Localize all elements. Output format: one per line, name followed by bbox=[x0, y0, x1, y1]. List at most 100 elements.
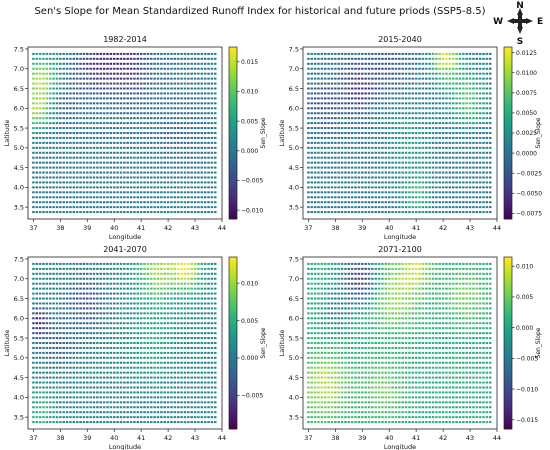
data-point bbox=[214, 391, 217, 394]
data-point bbox=[187, 327, 190, 330]
data-point bbox=[183, 102, 187, 105]
data-point bbox=[431, 62, 435, 65]
data-point bbox=[472, 62, 475, 65]
data-point bbox=[133, 166, 136, 169]
data-point bbox=[361, 201, 364, 204]
data-point bbox=[371, 206, 374, 209]
data-point bbox=[183, 122, 187, 125]
data-point bbox=[48, 132, 52, 134]
data-point bbox=[344, 136, 347, 139]
data-point bbox=[327, 156, 330, 159]
data-point bbox=[364, 186, 367, 189]
data-point bbox=[99, 191, 102, 194]
data-point bbox=[102, 52, 106, 55]
data-point bbox=[414, 141, 418, 144]
data-point bbox=[89, 342, 92, 344]
data-point bbox=[62, 161, 65, 164]
data-point bbox=[133, 391, 136, 394]
data-point bbox=[102, 366, 106, 369]
data-point bbox=[112, 62, 116, 65]
data-point bbox=[384, 92, 388, 95]
data-point bbox=[82, 361, 86, 364]
data-point bbox=[96, 201, 99, 204]
data-point bbox=[89, 72, 92, 75]
data-point bbox=[92, 52, 96, 55]
data-point bbox=[193, 151, 197, 154]
data-point bbox=[79, 416, 82, 419]
data-point bbox=[408, 87, 411, 90]
data-point bbox=[163, 176, 166, 179]
data-point bbox=[163, 206, 166, 209]
data-point bbox=[166, 181, 170, 184]
data-point bbox=[364, 171, 367, 174]
data-point bbox=[129, 166, 133, 169]
data-point bbox=[45, 196, 49, 199]
data-point bbox=[48, 156, 52, 159]
data-point bbox=[69, 156, 72, 159]
data-point bbox=[214, 102, 217, 105]
data-point bbox=[45, 342, 49, 344]
data-point bbox=[472, 117, 475, 120]
data-point bbox=[112, 156, 116, 159]
data-point bbox=[425, 122, 428, 125]
data-point bbox=[197, 356, 200, 359]
data-point bbox=[52, 376, 55, 379]
data-point bbox=[126, 346, 129, 349]
data-point bbox=[489, 82, 492, 85]
data-point bbox=[133, 351, 136, 354]
data-point bbox=[384, 87, 388, 90]
data-point bbox=[109, 72, 113, 75]
data-point bbox=[82, 161, 86, 164]
data-point bbox=[207, 201, 210, 204]
data-point bbox=[357, 151, 361, 154]
data-point bbox=[143, 156, 146, 159]
data-point bbox=[116, 57, 119, 60]
colorbar-segment bbox=[504, 115, 512, 120]
data-point bbox=[153, 421, 156, 424]
data-point bbox=[210, 332, 214, 335]
colorbar-segment bbox=[229, 130, 237, 134]
y-tick-label: 5.0 bbox=[14, 144, 24, 152]
data-point bbox=[55, 361, 59, 364]
data-point bbox=[52, 366, 55, 369]
data-point bbox=[391, 122, 394, 125]
data-point bbox=[48, 366, 52, 369]
data-point bbox=[116, 386, 119, 389]
data-point bbox=[200, 406, 204, 409]
data-point bbox=[96, 396, 99, 399]
data-point bbox=[173, 386, 177, 389]
data-point bbox=[197, 151, 200, 154]
data-point bbox=[86, 176, 89, 179]
data-point bbox=[96, 186, 99, 189]
data-point bbox=[310, 57, 314, 60]
data-point bbox=[92, 166, 96, 169]
data-point bbox=[435, 62, 438, 65]
data-point bbox=[384, 141, 388, 144]
data-point bbox=[109, 361, 113, 364]
colorbar-tick-label: −0.005 bbox=[241, 178, 263, 185]
data-point bbox=[176, 102, 180, 105]
data-point bbox=[448, 67, 452, 70]
data-point bbox=[377, 67, 381, 70]
data-point bbox=[330, 206, 334, 209]
data-point bbox=[55, 136, 59, 139]
data-point bbox=[203, 132, 207, 134]
data-point bbox=[475, 77, 479, 80]
x-tick-label: 39 bbox=[83, 224, 91, 232]
data-point bbox=[214, 396, 217, 399]
data-point bbox=[411, 67, 415, 70]
data-point bbox=[156, 406, 160, 409]
data-point bbox=[79, 206, 82, 209]
data-point bbox=[307, 97, 310, 100]
data-point bbox=[163, 117, 166, 120]
data-point bbox=[183, 332, 187, 335]
data-point bbox=[214, 191, 217, 194]
data-point bbox=[431, 146, 435, 149]
data-point bbox=[357, 72, 361, 75]
data-point bbox=[92, 206, 96, 209]
data-point bbox=[42, 52, 45, 55]
data-point bbox=[146, 366, 150, 369]
data-point bbox=[307, 82, 310, 85]
data-point bbox=[367, 102, 371, 105]
data-point bbox=[52, 156, 55, 159]
